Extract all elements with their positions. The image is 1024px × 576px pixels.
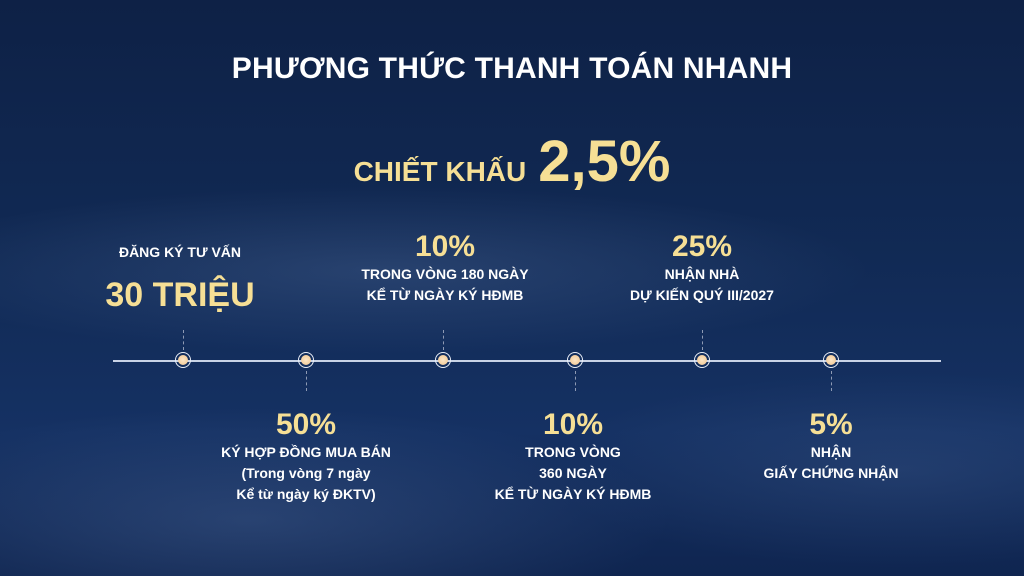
milestone-line: 360 NGÀY — [539, 465, 607, 481]
discount-heading: CHIẾT KHẤU 2,5% — [354, 128, 671, 195]
timeline-dot — [435, 352, 451, 368]
milestone-value: 10% — [414, 230, 476, 263]
milestone-consultation: ĐĂNG KÝ TƯ VẤN 30 TRIỆU — [105, 242, 254, 315]
connector — [831, 371, 832, 391]
milestone-value: 10% — [542, 408, 604, 441]
timeline-dot — [567, 352, 583, 368]
milestone-line: TRONG VÒNG — [525, 444, 621, 460]
connector — [183, 330, 184, 350]
discount-value: 2,5% — [538, 129, 671, 194]
milestone-value: 25% — [671, 230, 733, 263]
connector — [702, 330, 703, 350]
milestone-line: TRONG VÒNG 180 NGÀY — [361, 266, 529, 282]
milestone-line: (Trong vòng 7 ngày — [241, 465, 371, 481]
milestone-line: KÝ HỢP ĐỒNG MUA BÁN — [221, 444, 391, 460]
milestone-line: DỰ KIẾN QUÝ III/2027 — [630, 287, 774, 303]
milestone-line: GIẤY CHỨNG NHẬN — [763, 465, 899, 481]
discount-label: CHIẾT KHẤU — [353, 156, 527, 187]
connector — [575, 371, 576, 391]
milestone-handover: 25% NHẬN NHÀ DỰ KIẾN QUÝ III/2027 — [630, 230, 774, 306]
page-title: PHƯƠNG THỨC THANH TOÁN NHANH — [231, 52, 793, 85]
milestone-value: 30 TRIỆU — [105, 276, 255, 314]
milestone-value: 50% — [275, 408, 337, 441]
timeline-dot — [175, 352, 191, 368]
milestone-line: KỂ TỪ NGÀY KÝ HĐMB — [366, 287, 524, 303]
timeline-dot — [694, 352, 710, 368]
timeline-dot — [823, 352, 839, 368]
timeline-dot — [298, 352, 314, 368]
milestone-line: Kể từ ngày ký ĐKTV) — [236, 486, 376, 502]
milestone-value: 5% — [809, 408, 853, 441]
milestone-contract: 50% KÝ HỢP ĐỒNG MUA BÁN (Trong vòng 7 ng… — [221, 408, 391, 505]
milestone-line: NHẬN NHÀ — [664, 266, 740, 282]
milestone-180-days: 10% TRONG VÒNG 180 NGÀY KỂ TỪ NGÀY KÝ HĐ… — [361, 230, 528, 306]
milestone-certificate: 5% NHẬN GIẤY CHỨNG NHẬN — [763, 408, 898, 484]
milestone-line: NHẬN — [810, 444, 852, 460]
milestone-360-days: 10% TRONG VÒNG 360 NGÀY KỂ TỪ NGÀY KÝ HĐ… — [495, 408, 652, 505]
connector — [443, 330, 444, 350]
connector — [306, 371, 307, 391]
milestone-line: KỂ TỪ NGÀY KÝ HĐMB — [494, 486, 652, 502]
timeline-line — [113, 360, 941, 362]
milestone-label: ĐĂNG KÝ TƯ VẤN — [118, 244, 242, 260]
